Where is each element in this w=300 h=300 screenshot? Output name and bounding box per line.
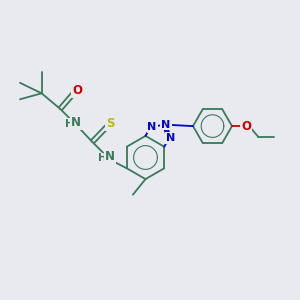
Text: N: N [161, 120, 171, 130]
Text: N: N [166, 133, 176, 143]
Text: N: N [147, 122, 157, 132]
Text: H: H [65, 119, 74, 129]
Text: N: N [105, 150, 115, 164]
Text: O: O [72, 84, 82, 97]
Text: H: H [98, 153, 107, 164]
Text: S: S [106, 117, 115, 130]
Text: O: O [242, 120, 251, 133]
Text: N: N [71, 116, 81, 129]
